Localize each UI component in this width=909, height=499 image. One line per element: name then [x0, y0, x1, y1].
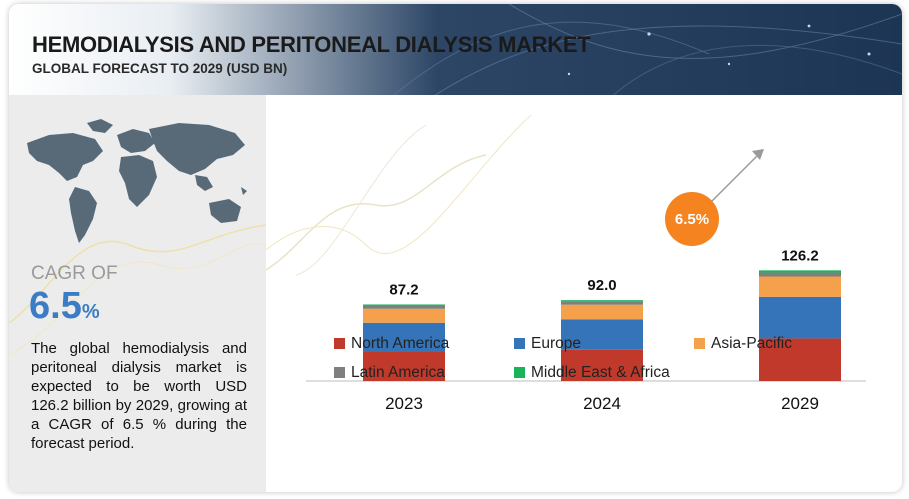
- world-map-icon: [9, 119, 266, 356]
- bar-segment-asia-pacific-2024: [561, 304, 643, 320]
- cagr-bubble: [665, 192, 719, 246]
- legend-item-asia-pacific: Asia-Pacific: [694, 334, 792, 354]
- total-label-2024: 92.0: [587, 277, 616, 294]
- bar-segment-europe-2029: [759, 296, 841, 339]
- legend-label: Europe: [531, 335, 581, 352]
- legend-label: Middle East & Africa: [531, 364, 670, 381]
- legend-item-latin-america: Latin America: [334, 363, 445, 383]
- market-description: The global hemodialysis and peritoneal d…: [31, 340, 247, 452]
- bar-segment-europe-2024: [561, 319, 643, 350]
- x-tick-label-2024: 2024: [583, 394, 621, 413]
- cagr-value: 6.5%: [29, 285, 100, 328]
- chart-area: 87.2 2023 92.0 2024 126.2 2029 6.5%: [265, 95, 902, 440]
- legend-swatch: [334, 338, 345, 349]
- bar-segment-north-america-2023: [363, 351, 445, 381]
- legend-item-north-america: North America: [334, 334, 449, 354]
- page-title: HEMODIALYSIS AND PERITONEAL DIALYSIS MAR…: [32, 32, 591, 57]
- legend-swatch: [514, 338, 525, 349]
- legend-label: North America: [351, 335, 450, 352]
- cagr-number: 6.5: [29, 285, 82, 327]
- bar-segment-asia-pacific-2029: [759, 276, 841, 297]
- bar-segment-middle-east-africa-2024: [561, 300, 643, 302]
- bar-segment-asia-pacific-2023: [363, 308, 445, 323]
- bar-segment-latin-america-2029: [759, 272, 841, 277]
- cagr-label: CAGR OF: [31, 263, 118, 284]
- x-tick-label-2029: 2029: [781, 394, 819, 413]
- x-tick-label-2023: 2023: [385, 394, 423, 413]
- chart-legend: North America Europe Asia-Pacific Latin Ame…: [334, 334, 854, 394]
- legend-label: Latin America: [351, 364, 445, 381]
- bar-segment-middle-east-africa-2029: [759, 270, 841, 273]
- legend-item-middle-east-africa: Middle East & Africa: [514, 363, 670, 383]
- bar-segment-north-america-2029: [759, 338, 841, 381]
- page-subtitle: GLOBAL FORECAST TO 2029 (USD BN): [32, 61, 288, 76]
- cagr-percent-sign: %: [81, 301, 100, 323]
- cagr-bubble-label: 6.5%: [675, 211, 709, 228]
- legend-swatch: [334, 367, 345, 378]
- stacked-bar-chart: 87.2 2023 92.0 2024 126.2 2029 6.5%: [265, 114, 866, 413]
- header-background-lines-decoration: [393, 4, 902, 95]
- legend-swatch: [514, 367, 525, 378]
- bar-segment-latin-america-2023: [363, 305, 445, 309]
- legend-label: Asia-Pacific: [711, 335, 792, 352]
- legend-item-europe: Europe: [514, 334, 581, 354]
- header-banner: HEMODIALYSIS AND PERITONEAL DIALYSIS MAR…: [9, 4, 902, 95]
- summary-panel: CAGR OF 6.5% The global hemodialysis and…: [9, 95, 266, 492]
- bar-segment-middle-east-africa-2023: [363, 304, 445, 306]
- total-label-2023: 87.2: [389, 281, 418, 298]
- infographic-card: HEMODIALYSIS AND PERITONEAL DIALYSIS MAR…: [9, 4, 902, 492]
- growth-arrow-head: [752, 149, 764, 160]
- bar-segment-north-america-2024: [561, 349, 643, 381]
- total-label-2029: 126.2: [781, 247, 819, 264]
- bar-segment-europe-2023: [363, 322, 445, 352]
- legend-swatch: [694, 338, 705, 349]
- bar-segment-latin-america-2024: [561, 301, 643, 305]
